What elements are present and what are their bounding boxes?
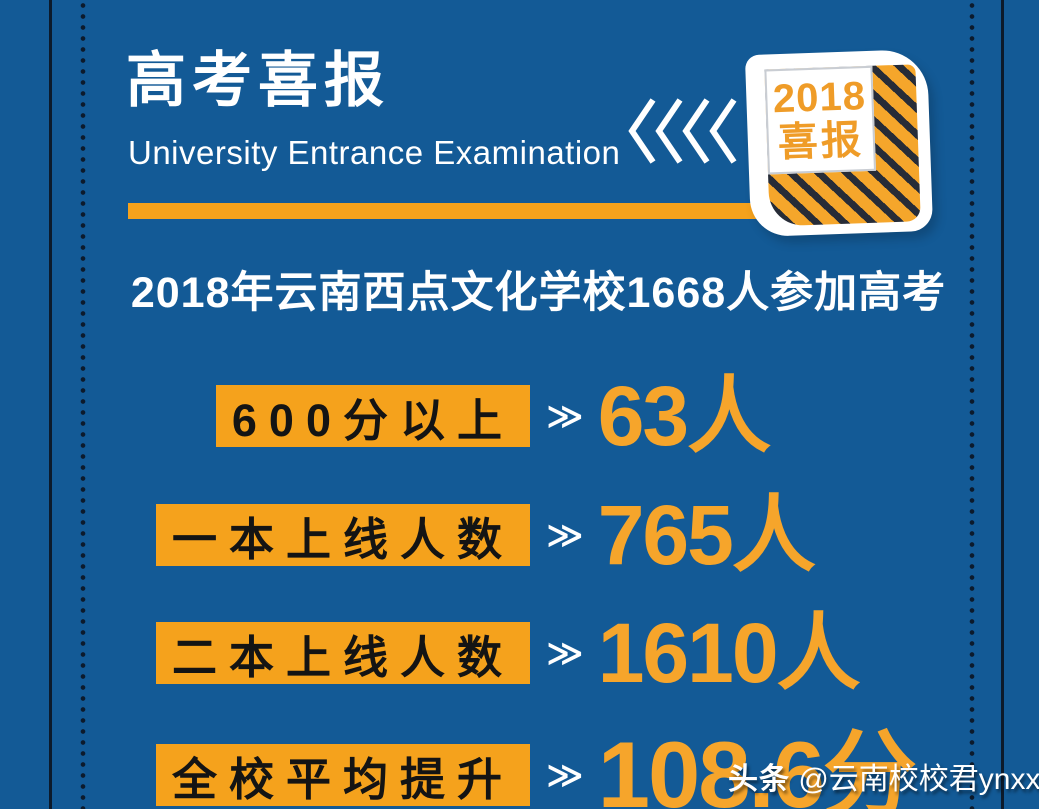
stat-value: 108.6分 <box>597 722 917 809</box>
stat-value: 1610人 <box>597 606 861 700</box>
stat-label: 全校平均提升 <box>155 744 530 806</box>
right-solid-border <box>1001 0 1004 809</box>
headline: 2018年云南西点文化学校1668人参加高考 <box>130 269 947 317</box>
stat-row-average-improvement: 全校平均提升 ≫ 108.6分 <box>155 728 917 809</box>
stat-row-600plus: 600分以上 ≫ 63人 <box>165 374 771 458</box>
double-chevron-right-icon: ≫ <box>546 634 584 671</box>
watermark-brand: 头条 <box>728 763 790 796</box>
poster-title: 高考喜报 <box>126 47 390 114</box>
badge-face: 2018 喜报 <box>764 65 876 175</box>
stat-label-slot: 600分以上 <box>165 385 530 447</box>
double-chevron-right-icon: ≫ <box>546 756 584 793</box>
accent-bar <box>128 203 776 219</box>
stat-row-tier1: 一本上线人数 ≫ 765人 <box>155 493 816 577</box>
stat-label: 二本上线人数 <box>155 622 530 684</box>
left-dotted-border <box>80 0 86 809</box>
year-badge: 2018 喜报 <box>744 48 934 238</box>
stat-value: 765人 <box>597 488 816 582</box>
stat-label-slot: 二本上线人数 <box>155 622 530 684</box>
stat-row-tier2: 二本上线人数 ≫ 1610人 <box>155 611 861 695</box>
left-solid-border <box>49 0 52 809</box>
stat-label: 一本上线人数 <box>155 504 530 566</box>
stat-value: 63人 <box>597 369 771 463</box>
badge-word: 喜报 <box>777 117 865 165</box>
poster-subtitle: University Entrance Examination <box>128 134 621 171</box>
watermark-handle: @云南校校君ynxxj <box>798 763 1039 796</box>
double-chevron-right-icon: ≫ <box>546 397 584 434</box>
badge-year: 2018 <box>772 74 867 122</box>
double-chevron-right-icon: ≫ <box>546 516 584 553</box>
stat-label-slot: 一本上线人数 <box>155 504 530 566</box>
stat-label: 600分以上 <box>215 385 530 447</box>
right-dotted-border <box>969 0 975 809</box>
stat-label-slot: 全校平均提升 <box>155 744 530 806</box>
chevrons-left-icon <box>627 96 749 171</box>
watermark: 头条 @云南校校君ynxxj <box>728 754 1039 798</box>
